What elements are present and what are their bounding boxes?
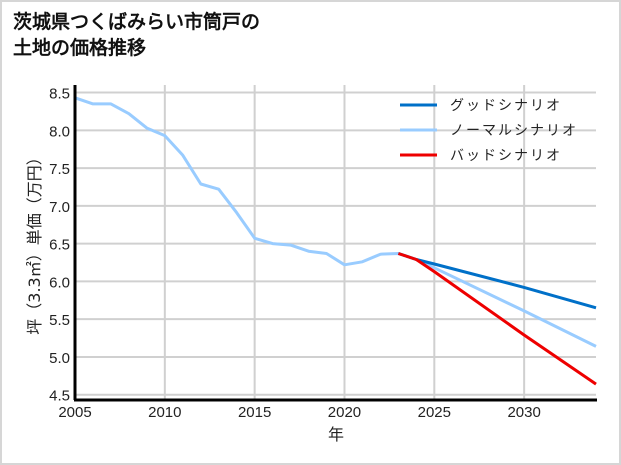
y-tick-label: 5.5 — [49, 312, 70, 329]
x-tick-label: 2010 — [148, 404, 181, 421]
legend-label: グッドシナリオ — [450, 98, 562, 114]
y-tick-label: 6.5 — [49, 237, 70, 254]
y-tick-label: 7.5 — [49, 161, 70, 178]
y-tick-label: 4.5 — [49, 388, 70, 405]
axes — [73, 85, 597, 402]
y-tick-label: 6.0 — [49, 274, 70, 291]
data-series — [74, 96, 597, 386]
y-tick-labels: 4.5 5.0 5.5 6.0 6.5 7.0 7.5 8.0 8.5 — [49, 86, 70, 405]
series-line — [397, 252, 597, 386]
y-axis-label: 坪（3.3㎡）単価（万円） — [25, 149, 44, 334]
x-tick-label: 2030 — [507, 404, 540, 421]
legend-label: バッドシナリオ — [450, 148, 562, 164]
x-tick-label: 2015 — [238, 404, 271, 421]
y-tick-label: 5.0 — [49, 350, 70, 367]
chart-title: 茨城県つくばみらい市筒戸の 土地の価格推移 — [13, 11, 261, 59]
y-tick-label: 8.5 — [49, 86, 70, 103]
x-tick-label: 2025 — [418, 404, 451, 421]
x-tick-labels: 2005 2010 2015 2020 2025 2030 — [58, 404, 541, 421]
x-tick-label: 2020 — [328, 404, 361, 421]
x-tick-label: 2005 — [58, 404, 91, 421]
y-tick-label: 8.0 — [49, 123, 70, 140]
x-axis-label: 年 — [328, 425, 344, 444]
y-tick-label: 7.0 — [49, 199, 70, 216]
legend-label: ノーマルシナリオ — [450, 123, 578, 139]
